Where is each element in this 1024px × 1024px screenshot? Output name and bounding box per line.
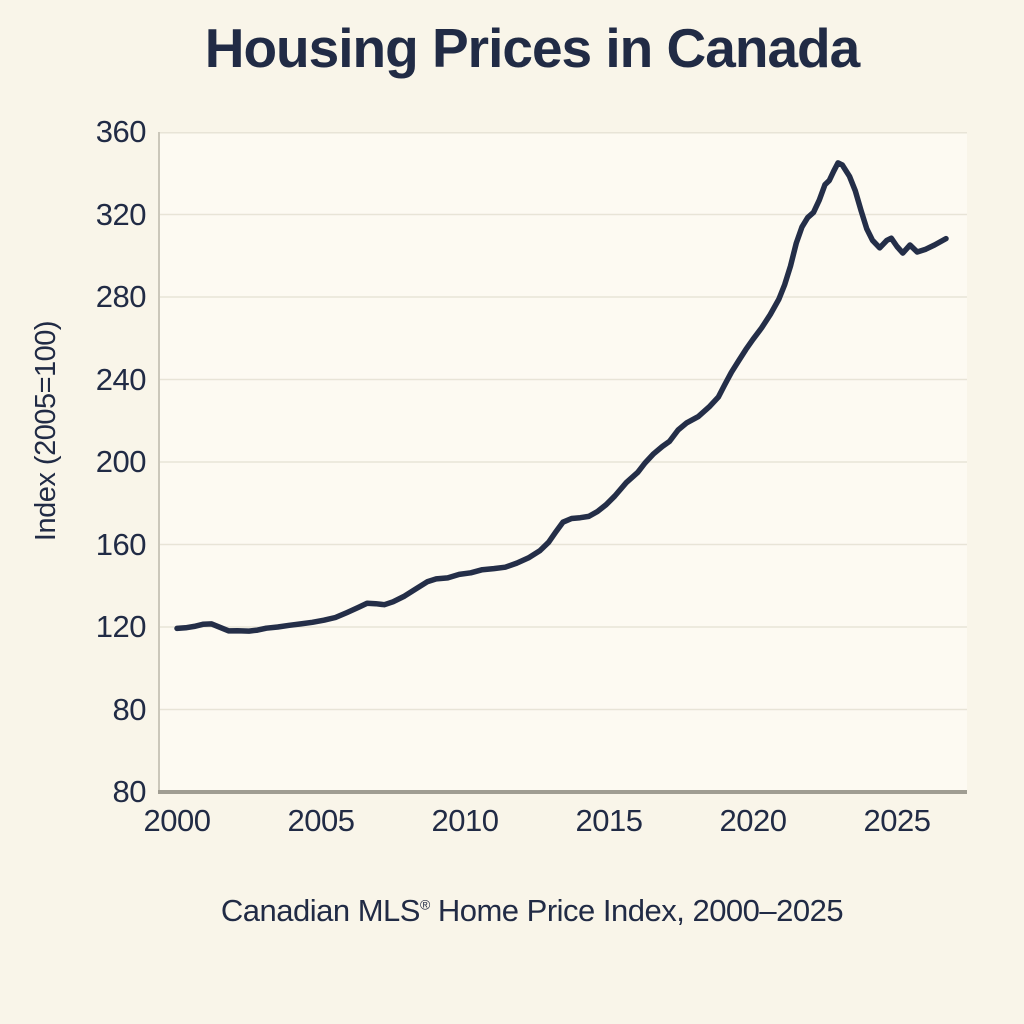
- chart-title: Housing Prices in Canada: [204, 17, 861, 79]
- y-tick-label: 160: [95, 526, 147, 562]
- y-axis-label: Index (2005=100): [30, 320, 62, 542]
- y-tick-label: 80: [112, 691, 147, 727]
- x-tick-label: 2015: [575, 803, 643, 838]
- chart-caption: Canadian MLS® Home Price Index, 2000–202…: [40, 893, 1024, 929]
- x-tick-label: 2020: [719, 803, 787, 838]
- y-tick-label: 280: [95, 279, 147, 314]
- x-tick-label: 2010: [431, 803, 499, 838]
- y-tick-label: 320: [95, 196, 147, 232]
- y-tick-label: 120: [95, 609, 147, 644]
- x-tick-label: 2000: [143, 803, 211, 838]
- x-tick-label: 2025: [863, 803, 931, 838]
- y-tick-label: 360: [95, 114, 147, 149]
- caption-text-before: Canadian MLS: [220, 893, 421, 928]
- y-tick-label: 200: [95, 444, 147, 479]
- y-tick-label: 80: [112, 774, 147, 809]
- line-chart: [160, 132, 967, 711]
- caption-text-after: Home Price Index, 2000–2025: [429, 893, 844, 928]
- x-tick-label: 2005: [287, 803, 355, 838]
- registered-trademark-icon: ®: [419, 896, 430, 913]
- y-axis-line: [158, 132, 160, 792]
- price-index-line: [174, 160, 949, 634]
- x-axis-line: [158, 790, 967, 794]
- plot-area: [160, 132, 967, 792]
- y-tick-label: 240: [95, 361, 147, 397]
